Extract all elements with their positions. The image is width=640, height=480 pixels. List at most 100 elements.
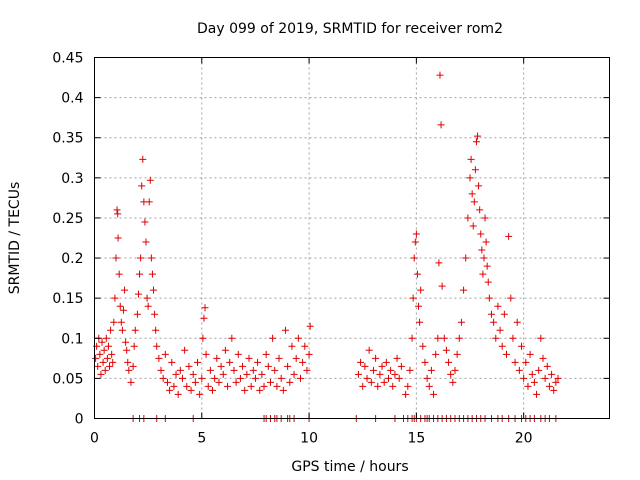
- data-point: [136, 270, 144, 278]
- y-tick-label: 0.1: [61, 331, 83, 347]
- data-point: [402, 390, 410, 398]
- data-point: [110, 318, 118, 326]
- data-point: [221, 346, 229, 354]
- data-point: [526, 350, 534, 358]
- data-point: [118, 326, 126, 334]
- data-point: [247, 382, 255, 390]
- data-point: [393, 354, 401, 362]
- data-point: [432, 350, 440, 358]
- data-point: [239, 362, 247, 370]
- data-point: [138, 182, 146, 190]
- data-point: [254, 358, 262, 366]
- data-point: [191, 378, 199, 386]
- data-point: [467, 155, 475, 163]
- data-point: [103, 354, 111, 362]
- data-point: [494, 302, 502, 310]
- data-point: [106, 362, 114, 370]
- data-point: [219, 370, 227, 378]
- data-point: [354, 370, 362, 378]
- data-point: [96, 350, 104, 358]
- x-tick-label: 15: [407, 431, 425, 447]
- data-point: [417, 286, 425, 294]
- data-point: [475, 182, 483, 190]
- plot-frame: [94, 57, 610, 419]
- data-point: [455, 334, 463, 342]
- data-point: [183, 382, 191, 390]
- data-point: [211, 374, 219, 382]
- data-point: [515, 366, 523, 374]
- data-point: [550, 386, 558, 394]
- data-point: [447, 370, 455, 378]
- data-point: [406, 366, 414, 374]
- data-point: [460, 286, 468, 294]
- data-point: [513, 318, 521, 326]
- data-point: [511, 358, 519, 366]
- data-point: [552, 378, 560, 386]
- data-point: [266, 378, 274, 386]
- data-point: [115, 270, 123, 278]
- data-point: [472, 138, 480, 146]
- data-point: [391, 370, 399, 378]
- data-point: [411, 238, 419, 246]
- data-point: [440, 334, 448, 342]
- data-point: [119, 306, 127, 314]
- y-axis-title: SRMTID / TECUs: [7, 182, 23, 295]
- data-point: [113, 206, 121, 214]
- data-point: [146, 176, 154, 184]
- x-axis: 0 5 10 15 20: [90, 57, 533, 447]
- data-point: [468, 190, 476, 198]
- data-point: [292, 354, 300, 362]
- data-point: [199, 334, 207, 342]
- data-point: [419, 342, 427, 350]
- data-point: [530, 378, 538, 386]
- data-point: [256, 386, 264, 394]
- data-point: [412, 230, 420, 238]
- data-point: [198, 374, 206, 382]
- data-point: [281, 326, 289, 334]
- x-tick-label: 0: [90, 431, 99, 447]
- data-point: [194, 358, 201, 366]
- data-point: [449, 378, 457, 386]
- data-point: [451, 366, 459, 374]
- data-point: [245, 354, 253, 362]
- data-point: [114, 234, 122, 242]
- chart-title: Day 099 of 2019, SRMTID for receiver rom…: [197, 21, 503, 37]
- data-point: [477, 230, 485, 238]
- y-tick-label: 0.2: [61, 251, 83, 267]
- data-point: [548, 370, 556, 378]
- grid: [94, 57, 610, 419]
- data-point: [299, 358, 307, 366]
- data-point: [101, 366, 109, 374]
- data-point: [275, 354, 283, 362]
- data-point: [269, 334, 277, 342]
- data-point: [427, 366, 435, 374]
- data-point: [442, 346, 450, 354]
- x-axis-title: GPS time / hours: [291, 459, 408, 475]
- data-point: [178, 374, 186, 382]
- data-point: [541, 374, 549, 382]
- data-point: [157, 366, 165, 374]
- data-point: [249, 366, 257, 374]
- data-point: [436, 71, 444, 79]
- data-point: [397, 362, 405, 370]
- data-point: [142, 238, 150, 246]
- data-point: [365, 346, 373, 354]
- data-point: [127, 378, 135, 386]
- data-point: [130, 342, 138, 350]
- data-point: [482, 238, 490, 246]
- y-tick-label: 0.15: [52, 291, 83, 307]
- x-tick-label: 10: [300, 431, 318, 447]
- data-point: [361, 362, 369, 370]
- data-point: [152, 326, 160, 334]
- data-point: [148, 270, 156, 278]
- data-point: [408, 334, 416, 342]
- data-point: [102, 334, 110, 342]
- data-point: [159, 374, 167, 382]
- data-point: [505, 232, 513, 240]
- data-point: [357, 358, 365, 366]
- data-point: [476, 206, 484, 214]
- data-point: [435, 259, 443, 267]
- data-point: [243, 370, 251, 378]
- data-point: [206, 366, 214, 374]
- data-point: [369, 366, 377, 374]
